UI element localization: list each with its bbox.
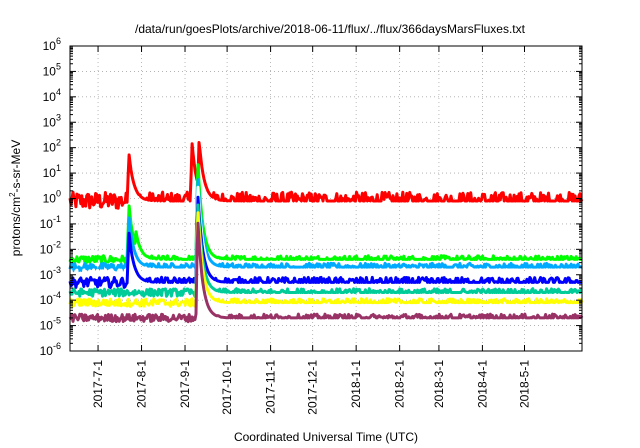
y-tick-label: 10-4	[40, 290, 61, 307]
y-tick-label: 10-2	[40, 239, 61, 256]
x-tick-label: 2017-12-1	[306, 360, 320, 415]
y-axis-label-base: protons/cm	[9, 197, 23, 256]
series-line	[68, 178, 583, 273]
y-tick-label: 10-3	[40, 265, 61, 282]
x-tick-label: 2017-8-1	[135, 360, 149, 408]
y-axis-ticks: 10-6 10-5 10-4 10-3 10-2 10-1 100 101 102 103 104 1…	[40, 36, 582, 358]
y-axis-label-sup: 2	[8, 192, 17, 197]
y-axis-label-rest: -s-sr-MeV	[9, 140, 23, 193]
x-tick-label: 2018-2-1	[393, 360, 407, 408]
x-tick-label: 2017-10-1	[220, 360, 234, 415]
y-tick-label: 100	[43, 189, 61, 206]
y-tick-label: 102	[43, 138, 61, 155]
y-tick-label: 101	[43, 163, 61, 180]
y-tick-label: 10-6	[40, 341, 61, 358]
series-line	[68, 211, 584, 308]
y-axis-label: protons/cm2-s-sr-MeV	[8, 140, 23, 256]
x-tick-label: 2017-7-1	[91, 360, 105, 408]
plot-frame	[69, 45, 583, 352]
y-tick-label: 104	[43, 87, 61, 104]
y-tick-label: 103	[43, 112, 61, 129]
series-layer	[68, 141, 584, 324]
series-line	[68, 203, 583, 298]
x-tick-label: 2017-9-1	[178, 360, 192, 408]
x-tick-label: 2018-1-1	[349, 360, 363, 408]
y-tick-label: 106	[43, 36, 61, 53]
x-tick-label: 2018-3-1	[432, 360, 446, 408]
series-line	[68, 163, 583, 265]
y-tick-label: 10-5	[40, 316, 61, 333]
series-line	[68, 141, 584, 210]
x-tick-label: 2017-11-1	[264, 360, 278, 414]
series-line	[68, 195, 583, 289]
y-tick-label: 10-1	[40, 214, 61, 231]
series-line	[68, 221, 584, 324]
x-axis-label: Coordinated Universal Time (UTC)	[234, 430, 418, 444]
chart-title: /data/run/goesPlots/archive/2018-06-11/f…	[135, 22, 526, 36]
series-line	[68, 185, 583, 282]
x-axis-ticks: 2017-7-1 2017-8-1 2017-9-1 2017-10-1 2017-11…	[91, 46, 531, 415]
y-tick-label: 105	[43, 61, 61, 78]
x-tick-label: 2018-5-1	[517, 360, 531, 408]
x-tick-label: 2018-4-1	[475, 360, 489, 408]
